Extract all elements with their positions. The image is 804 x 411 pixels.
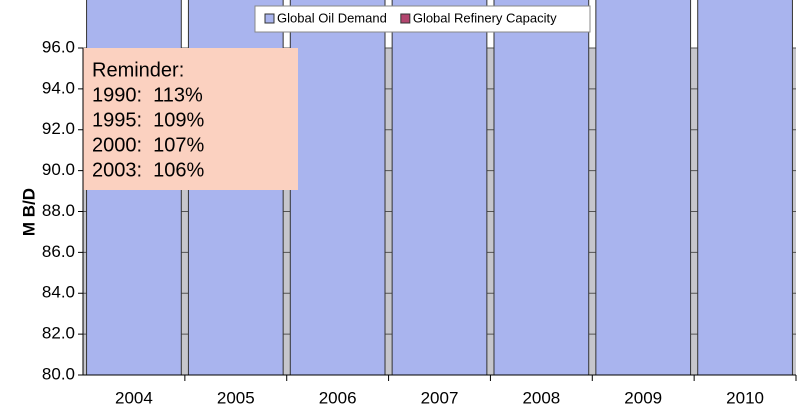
x-tick-label: 2008 [522, 388, 560, 407]
x-tick-label: 2010 [726, 388, 764, 407]
legend-swatch [264, 13, 275, 24]
x-tick-label: 2006 [319, 388, 357, 407]
y-tick-label: 96.0 [42, 37, 75, 56]
annotation-line: 2000: 107% [92, 134, 205, 156]
y-tick-label: 88.0 [42, 201, 75, 220]
y-tick-label: 92.0 [42, 119, 75, 138]
annotation-title: Reminder: [92, 59, 184, 81]
x-tick-label: 2005 [217, 388, 255, 407]
x-tick-label: 2004 [115, 388, 153, 407]
annotation-line: 2003: 106% [92, 159, 205, 181]
bar-segment [391, 0, 488, 376]
y-tick-label: 84.0 [42, 283, 75, 302]
bar-segment [493, 0, 590, 376]
y-tick-label: 82.0 [42, 324, 75, 343]
annotation-box [83, 48, 298, 190]
axes: 80.0 82.0 84.0 86.0 88.0 90.0 92.0 94.0 96.0 2004… [42, 37, 797, 407]
y-tick-label: 80.0 [42, 364, 75, 383]
legend-label: Global Refinery Capacity [413, 10, 557, 25]
x-tick-label: 2007 [421, 388, 459, 407]
bar-segment [289, 0, 386, 376]
legend-swatch [400, 13, 411, 24]
y-tick-label: 86.0 [42, 242, 75, 261]
annotation: Reminder: 1990: 113% 1995: 109% 2000: 107% 2… [92, 59, 205, 181]
x-tick-label: 2009 [624, 388, 662, 407]
y-axis-label: M B/D [19, 188, 38, 236]
legend-entries: Global Oil Demand Global Refinery Capacit… [264, 10, 557, 25]
y-tick-label: 94.0 [42, 78, 75, 97]
legend [254, 5, 591, 33]
legend-label: Global Oil Demand [277, 10, 387, 25]
annotation-line: 1995: 109% [92, 109, 205, 131]
y-tick-label: 90.0 [42, 160, 75, 179]
bar-segment [697, 0, 793, 376]
bar-segment [595, 0, 692, 376]
annotation-line: 1990: 113% [92, 84, 203, 106]
